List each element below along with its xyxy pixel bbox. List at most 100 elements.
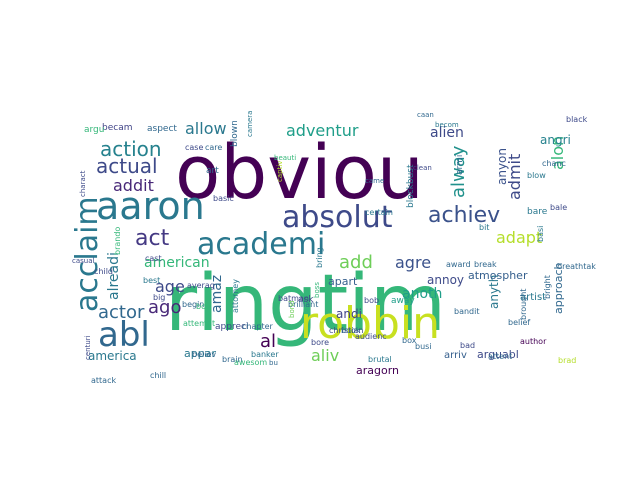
word-add: add xyxy=(339,252,373,273)
word-alon: alon xyxy=(548,136,567,170)
word-adapt: adapt xyxy=(496,228,542,247)
word-busi: busi xyxy=(415,342,432,351)
word-blockbust: blockbust xyxy=(406,164,416,208)
word-brain: brain xyxy=(222,355,243,364)
word-boss: boss xyxy=(313,282,321,298)
word-ringtim: ringtim xyxy=(165,259,446,349)
word-alway: alway xyxy=(448,145,469,198)
word-anyth: anyth xyxy=(487,275,501,309)
word-blown: blown xyxy=(230,120,240,147)
word-abl: abl xyxy=(98,315,150,355)
word-case: case xyxy=(185,143,203,152)
word-aliv: aliv xyxy=(311,346,339,365)
word-break: break xyxy=(474,260,497,269)
word-achiev: achiev xyxy=(428,203,500,228)
word-anyon: anyon xyxy=(495,148,509,185)
word-actor: actor xyxy=(98,302,145,323)
word-away: away xyxy=(391,296,415,306)
word-chapter: chapter xyxy=(242,322,274,331)
word-absolut: absolut xyxy=(282,200,393,235)
word-brad: brad xyxy=(558,356,576,365)
word-big: big xyxy=(153,293,165,302)
word-obviou: obviou xyxy=(175,130,424,216)
word-armi: armi xyxy=(455,155,465,175)
word-black: black xyxy=(566,115,588,124)
word-care: care xyxy=(205,143,222,152)
word-ask: ask xyxy=(298,295,314,305)
word-book: book xyxy=(341,326,361,335)
word-age: age xyxy=(155,277,185,296)
word-blow: blow xyxy=(527,171,546,180)
word-christian: christian xyxy=(329,326,363,335)
word-believ: believ xyxy=(192,350,216,359)
word-appreci: appreci xyxy=(215,322,248,332)
word-attack: attack xyxy=(91,376,116,385)
word-bob: bob xyxy=(364,296,379,305)
word-brutal: brutal xyxy=(368,355,392,364)
word-bring: bring xyxy=(315,247,324,268)
word-bare: bare xyxy=(527,207,548,217)
word-captiv: captiv xyxy=(276,161,284,182)
word-bad: bad xyxy=(460,341,475,350)
word-brando: brando xyxy=(113,227,122,255)
word-best: best xyxy=(143,276,160,285)
word-admit: admit xyxy=(505,154,524,200)
word-charact: charact xyxy=(79,170,87,197)
word-attempt: attempt xyxy=(183,319,215,328)
word-atmospher: atmospher xyxy=(468,269,528,282)
word-adventur: adventur xyxy=(286,121,359,140)
word-bright: bright xyxy=(543,275,552,299)
word-aaron: aaron xyxy=(96,184,205,228)
word-appar: appar xyxy=(184,347,216,360)
word-al: al xyxy=(260,331,276,352)
word-addit: addit xyxy=(113,176,154,195)
word-chanc: chanc xyxy=(542,159,566,168)
word-cast: cast xyxy=(145,254,162,263)
word-ago: ago xyxy=(148,297,181,318)
word-brought: brought xyxy=(519,289,528,320)
word-acclaim: acclaim xyxy=(70,196,105,312)
word-chill: chill xyxy=(150,371,166,380)
word-actual: actual xyxy=(96,154,158,178)
word-amaz: amaz xyxy=(209,275,225,313)
word-alreadi: alreadi xyxy=(106,252,122,300)
word-averag: averag xyxy=(187,281,215,290)
word-casual: casual xyxy=(72,257,95,265)
word-certain: certain xyxy=(365,208,393,217)
word-beauti: beauti xyxy=(274,154,296,162)
word-attent: attent xyxy=(488,352,512,361)
word-artist: artist xyxy=(520,292,546,303)
word-camera: camera xyxy=(246,111,254,137)
word-andi: andi xyxy=(336,307,362,321)
word-bu: bu xyxy=(269,359,278,367)
word-robbin: robbin xyxy=(300,298,440,349)
word-america: america xyxy=(88,349,137,363)
word-annoy: annoy xyxy=(427,273,464,287)
word-becam: becam xyxy=(102,123,132,133)
word-arriv: arriv xyxy=(444,350,467,361)
word-apart: apart xyxy=(328,275,358,288)
word-came: came xyxy=(365,177,384,185)
word-angri: angri xyxy=(540,133,571,147)
word-allow: allow xyxy=(185,119,227,138)
word-attorney: attorney xyxy=(231,279,240,313)
word-breathtak: breathtak xyxy=(557,262,596,271)
word-banker: banker xyxy=(251,350,279,359)
word-box: box xyxy=(402,336,417,345)
word-aragorn: aragorn xyxy=(356,364,399,377)
word-argu: argu xyxy=(84,125,104,135)
word-caan: caan xyxy=(417,111,434,119)
word-aspect: aspect xyxy=(147,124,177,134)
word-bore: bore xyxy=(311,338,329,347)
word-begin: begin xyxy=(182,300,204,309)
word-centuri: centuri xyxy=(84,335,92,360)
word-author: author xyxy=(520,337,547,346)
word-batman: batman xyxy=(278,294,309,303)
word-american: american xyxy=(144,255,210,271)
word-action: action xyxy=(100,137,162,161)
word-agre: agre xyxy=(395,253,431,272)
word-act: act xyxy=(135,226,170,251)
